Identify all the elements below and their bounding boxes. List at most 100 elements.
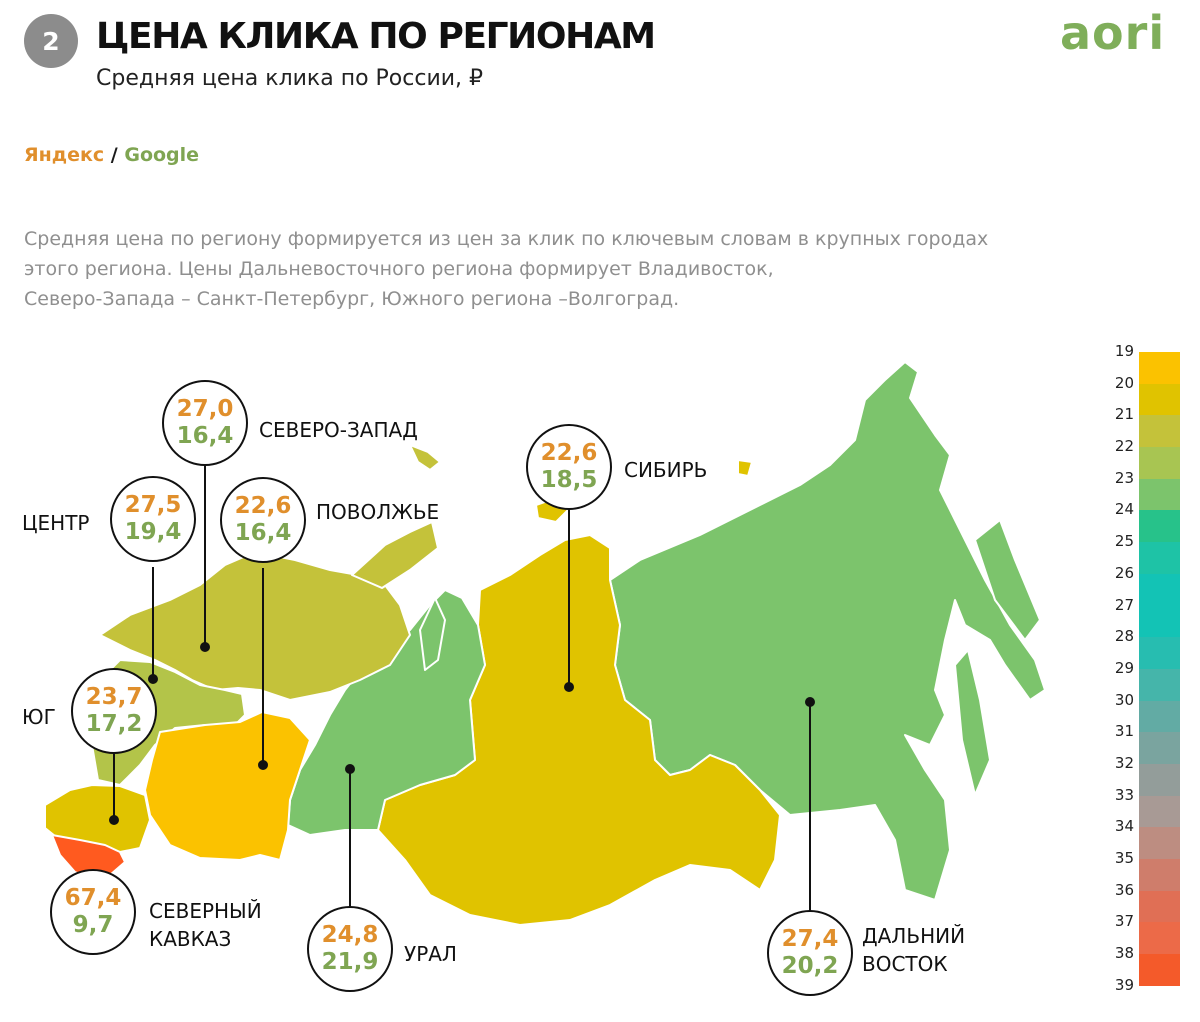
scale-label: 28 [1114, 627, 1134, 646]
scale-label: 39 [1114, 975, 1134, 994]
volga-google-value: 16,4 [234, 520, 292, 546]
scale-label: 31 [1114, 722, 1134, 741]
scale-swatch [1139, 447, 1180, 479]
label-north-west: СЕВЕРО-ЗАПАД [259, 418, 418, 442]
label-south: ЮГ [22, 705, 56, 729]
scale-label: 29 [1114, 658, 1134, 677]
scale-swatch [1139, 605, 1180, 638]
aori-logo: aori [1060, 6, 1166, 60]
label-north-caucasus-line1: СЕВЕРНЫЙ [149, 899, 262, 923]
scale-label: 38 [1114, 944, 1134, 963]
scale-label: 21 [1114, 405, 1134, 424]
dot-center [148, 674, 158, 684]
scale-label: 37 [1114, 912, 1134, 931]
legend-google: Google [124, 144, 200, 166]
scale-swatch [1139, 478, 1180, 511]
north-caucasus-yandex-value: 67,4 [64, 885, 122, 911]
page-title: ЦЕНА КЛИКА ПО РЕГИОНАМ [96, 16, 656, 57]
scale-swatch [1139, 573, 1180, 606]
south-google-value: 17,2 [85, 711, 143, 737]
scale-label: 27 [1114, 595, 1134, 614]
scale-swatch [1139, 922, 1180, 955]
bubble-south: 23,7 17,2 [71, 668, 157, 754]
region-far-east-sakhalin [954, 649, 991, 796]
leader-lines [113, 464, 811, 918]
scale-swatch [1139, 763, 1180, 796]
north-caucasus-google-value: 9,7 [72, 912, 114, 938]
region-ural-yamal [419, 597, 446, 671]
north-west-yandex-value: 27,0 [176, 396, 234, 422]
bubble-siberia: 22,6 18,5 [526, 424, 612, 510]
scale-swatch [1139, 859, 1180, 891]
scale-swatch [1139, 542, 1180, 574]
legend-separator: / [110, 144, 118, 166]
bubble-north-caucasus: 67,4 9,7 [50, 869, 136, 955]
label-far-east-line1: ДАЛЬНИЙ [862, 924, 966, 948]
scale-swatch [1139, 827, 1180, 859]
dot-volga [258, 760, 268, 770]
far-east-google-value: 20,2 [781, 953, 839, 979]
dot-south [109, 815, 119, 825]
region-volga [144, 711, 311, 861]
region-far-east-kamchatka [974, 519, 1041, 641]
legend-yandex: Яндекс [24, 144, 105, 166]
section-number-badge: 2 [24, 14, 78, 68]
scale-swatch [1139, 732, 1180, 764]
scale-label: 20 [1114, 373, 1134, 392]
siberia-yandex-value: 22,6 [540, 440, 598, 466]
north-west-google-value: 16,4 [176, 423, 234, 449]
scale-swatch [1139, 352, 1180, 384]
description-line: этого региона. Цены Дальневосточного рег… [24, 258, 774, 280]
bubble-volga: 22,6 16,4 [220, 477, 306, 563]
dot-north-west [200, 642, 210, 652]
island-severnaya-zemlya [737, 459, 753, 477]
siberia-google-value: 18,5 [540, 467, 598, 493]
center-google-value: 19,4 [124, 519, 182, 545]
ural-yandex-value: 24,8 [321, 922, 379, 948]
scale-swatch [1139, 668, 1180, 701]
scale-label: 26 [1114, 563, 1134, 582]
description-line: Средняя цена по региону формируется из ц… [24, 228, 989, 250]
label-ural: УРАЛ [404, 942, 457, 966]
region-north-west-novaya-zemlya [351, 521, 439, 589]
scale-swatch [1139, 954, 1180, 986]
scale-label: 22 [1114, 437, 1134, 456]
label-far-east-line2: ВОСТОК [862, 952, 948, 976]
dot-siberia [564, 682, 574, 692]
scale-label: 32 [1114, 753, 1134, 772]
volga-yandex-value: 22,6 [234, 493, 292, 519]
description-line: Северо-Запада – Санкт-Петербург, Южного … [24, 288, 680, 310]
bubble-center: 27,5 19,4 [110, 476, 196, 562]
far-east-yandex-value: 27,4 [781, 926, 839, 952]
scale-swatch [1139, 415, 1180, 448]
south-yandex-value: 23,7 [85, 684, 143, 710]
scale-swatch [1139, 637, 1180, 669]
label-far-east: ДАЛЬНИЙ ВОСТОК [862, 922, 965, 978]
scale-label: 24 [1114, 500, 1134, 519]
region-north-caucasus [51, 834, 126, 881]
page-subtitle: Средняя цена клика по России, ₽ [96, 66, 484, 91]
label-volga: ПОВОЛЖЬЕ [316, 500, 440, 524]
scale-swatch [1139, 700, 1180, 733]
label-north-caucasus-line2: КАВКАЗ [149, 927, 232, 951]
dot-far-east [805, 697, 815, 707]
scale-swatch [1139, 890, 1180, 923]
scale-swatch [1139, 383, 1180, 416]
label-center: ЦЕНТР [22, 511, 90, 535]
center-yandex-value: 27,5 [124, 492, 182, 518]
scale-label: 19 [1114, 342, 1134, 360]
label-siberia: СИБИРЬ [624, 458, 708, 482]
engine-legend: Яндекс / Google [24, 144, 199, 166]
label-north-caucasus: СЕВЕРНЫЙ КАВКАЗ [149, 897, 262, 953]
ural-google-value: 21,9 [321, 949, 379, 975]
bubble-far-east: 27,4 20,2 [767, 910, 853, 996]
description: Средняя цена по региону формируется из ц… [24, 224, 1064, 314]
scale-label: 33 [1114, 785, 1134, 804]
scale-swatch [1139, 510, 1180, 543]
scale-label: 36 [1114, 880, 1134, 899]
scale-label: 25 [1114, 532, 1134, 551]
island-franz-josef [409, 444, 441, 471]
scale-label: 34 [1114, 817, 1134, 836]
bubble-ural: 24,8 21,9 [307, 906, 393, 992]
